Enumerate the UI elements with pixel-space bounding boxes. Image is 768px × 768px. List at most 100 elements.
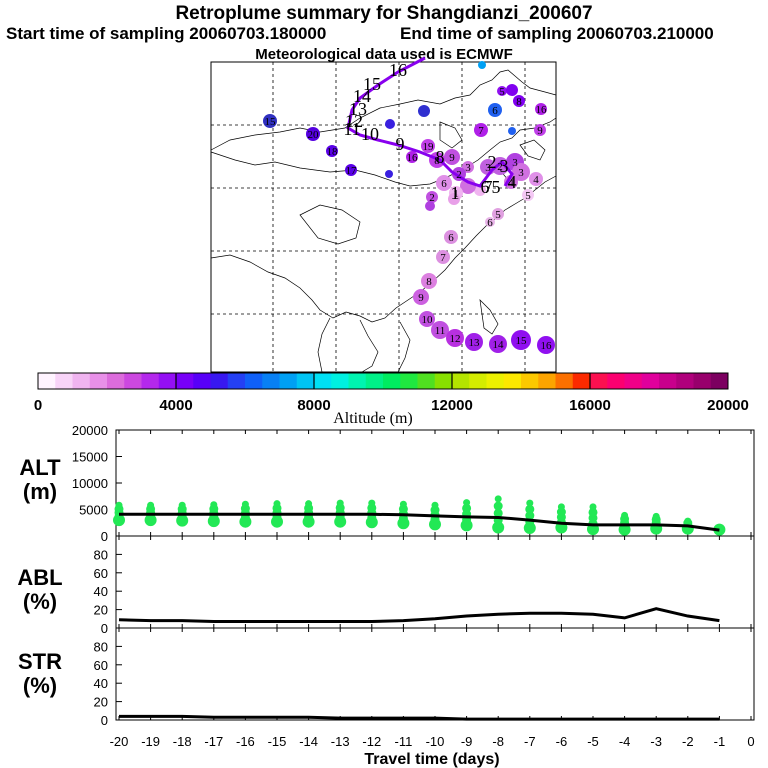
track-day-label: 10 [361, 124, 379, 144]
colorbar-swatch [193, 373, 211, 389]
track-day-label: 1 [451, 183, 460, 203]
colorbar-label: Altitude (m) [333, 410, 413, 427]
map-coastlines [210, 69, 557, 373]
plume-dot [491, 157, 509, 175]
plume-day-label: 20 [308, 129, 320, 141]
track-day-label: 3 [500, 156, 509, 176]
abl-tick-label: 60 [94, 566, 108, 581]
track-day-label: 11 [343, 119, 360, 139]
x-tick-label: -3 [650, 734, 662, 749]
alt-line [119, 512, 720, 532]
colorbar-swatch [486, 373, 505, 389]
plume-day-label: 4 [508, 177, 514, 189]
plume-day-label: 15 [265, 116, 277, 128]
trajectory-track [346, 56, 514, 188]
x-tick-label: -15 [268, 734, 287, 749]
map-frame [210, 61, 557, 373]
alt-scatter-point [336, 499, 344, 507]
plume-day-label: 18 [327, 146, 339, 158]
alt-scatter-point [241, 500, 249, 508]
alt-scatter-point [399, 500, 407, 508]
alt-scatter-point [684, 517, 692, 525]
plume-dot [345, 164, 357, 176]
plume-dot [421, 273, 437, 289]
x-tick-label: -10 [426, 734, 445, 749]
plume-dot [419, 311, 435, 327]
str-tick-label: 80 [94, 639, 108, 654]
plume-day-label: 9 [418, 292, 424, 304]
x-tick-label: -5 [587, 734, 599, 749]
met-data-label: Meteorological data used is ECMWF [255, 46, 513, 63]
plume-dot [504, 175, 518, 189]
colorbar-swatch [590, 373, 608, 389]
plume-dot [537, 336, 555, 354]
plume-dot [512, 163, 530, 181]
colorbar-swatch [314, 373, 332, 389]
colorbar-swatch [262, 373, 280, 389]
plume-dot [474, 184, 486, 196]
plume-day-label: 9 [537, 125, 543, 137]
alt-scatter-point [557, 503, 565, 511]
colorbar-tick-label: 4000 [159, 397, 192, 414]
alt-tick-label: 20000 [72, 423, 108, 438]
alt-scatter-point [525, 504, 535, 514]
colorbar-swatch [227, 373, 246, 389]
plume-dot [492, 208, 504, 220]
plume-day-label: 8 [516, 96, 522, 108]
plume-dot [462, 161, 474, 173]
str-tick-label: 40 [94, 676, 108, 691]
alt-scatter-point [463, 499, 471, 507]
plume-day-label: 6 [441, 178, 447, 190]
plume-dot [418, 105, 430, 117]
track-day-label: 6 [481, 177, 490, 197]
str-line [119, 714, 720, 721]
plume-dot [513, 95, 525, 107]
colorbar-swatch [469, 373, 487, 389]
colorbar-swatch [141, 373, 160, 389]
plume-day-label: 3 [518, 167, 524, 179]
plume-day-label: 13 [469, 337, 481, 349]
plume-day-label: 3 [512, 157, 518, 169]
plume-day-label: 6 [492, 105, 498, 117]
str-tick-label: 20 [94, 695, 108, 710]
track-day-label: 16 [389, 60, 407, 80]
x-tick-label: -20 [110, 734, 129, 749]
x-tick-label: -1 [714, 734, 726, 749]
alt-scatter-point [462, 503, 472, 513]
track-day-label: 2 [488, 152, 497, 172]
track-day-label: 9 [396, 134, 405, 154]
x-tick-label: -2 [682, 734, 694, 749]
alt-tick-label: 10000 [72, 476, 108, 491]
plume-dot [534, 124, 546, 136]
alt-scatter-point [652, 512, 660, 520]
alt-scatter-point [526, 499, 534, 507]
colorbar-swatch [659, 373, 677, 389]
abl-frame [115, 535, 755, 629]
plume-dot [436, 175, 452, 191]
colorbar-swatch [279, 373, 298, 389]
plume-dot [446, 329, 464, 347]
track-day-label: 13 [349, 99, 367, 119]
x-tick-label: 0 [747, 734, 754, 749]
plume-dot [488, 103, 502, 117]
x-axis-label: Travel time (days) [364, 751, 499, 768]
x-tick-label: -13 [331, 734, 350, 749]
x-tick-label: -16 [236, 734, 255, 749]
plume-day-label: 19 [423, 141, 435, 153]
colorbar-swatch [521, 373, 539, 389]
plume-day-label: 10 [422, 314, 434, 326]
colorbar-swatch [89, 373, 108, 389]
plume-day-label: 6 [448, 232, 454, 244]
colorbar-swatch [383, 373, 401, 389]
str-tick-label: 0 [101, 713, 108, 728]
plume-day-label: 8 [434, 155, 440, 167]
colorbar-swatch [607, 373, 625, 389]
plume-dots [263, 61, 555, 354]
plume-dot [263, 114, 277, 128]
abl-tick-label: 40 [94, 584, 108, 599]
plume-day-label: 1 [453, 188, 459, 200]
colorbar-swatch [124, 373, 142, 389]
plume-day-label: 2 [429, 192, 435, 204]
